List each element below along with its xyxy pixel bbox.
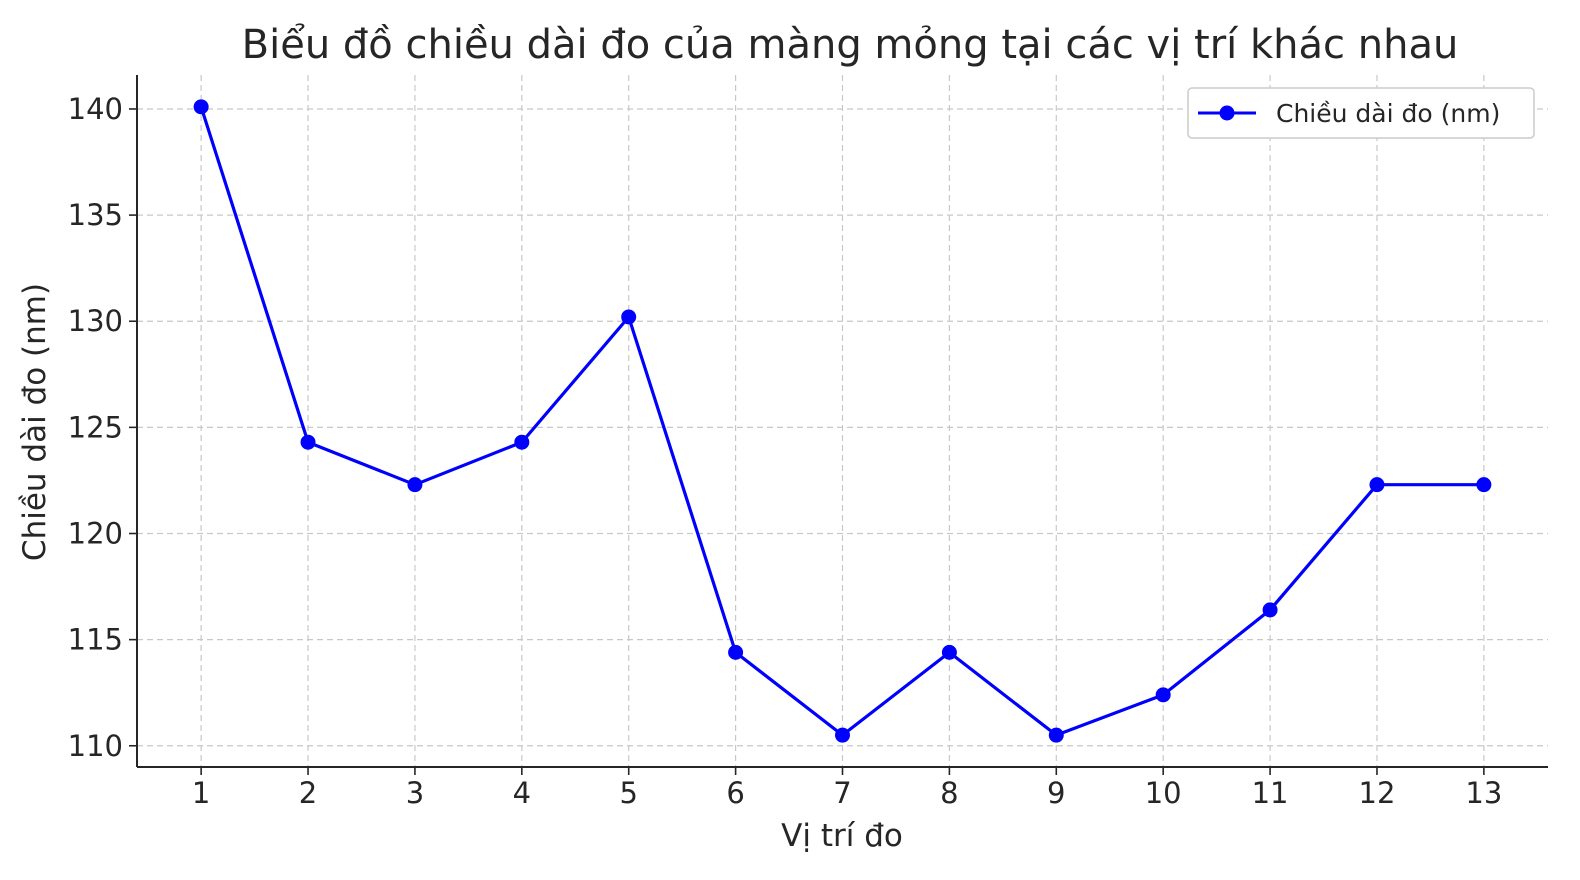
x-tick-label: 2 [299,776,317,810]
x-tick-label: 6 [726,776,744,810]
x-tick-label: 3 [406,776,424,810]
y-tick-label: 135 [68,198,123,232]
x-tick-label: 1 [192,776,210,810]
x-tick-label: 8 [940,776,958,810]
x-tick-label: 10 [1145,776,1182,810]
data-point [300,434,316,450]
data-point [728,644,744,660]
grid [137,75,1548,767]
chart-title: Biểu đồ chiều dài đo của màng mỏng tại c… [242,22,1459,68]
x-tick-label: 4 [513,776,531,810]
x-tick-label: 5 [619,776,637,810]
data-point [621,309,637,325]
legend: Chiều dài đo (nm) [1187,87,1535,139]
x-tick-label: 11 [1252,776,1289,810]
x-tick-label: 12 [1359,776,1396,810]
x-tick-label: 7 [833,776,851,810]
data-point [193,99,209,115]
x-tick-label: 9 [1047,776,1065,810]
data-point [1048,727,1064,743]
data-point [1369,477,1385,493]
data-point [514,434,530,450]
data-point [407,477,423,493]
y-tick-label: 120 [68,517,123,551]
y-tick-label: 115 [68,623,123,657]
y-tick-label: 140 [68,92,123,126]
x-tick-label: 13 [1465,776,1502,810]
data-point [1155,687,1171,703]
legend-entry-label: Chiều dài đo (nm) [1276,99,1500,128]
y-tick-label: 110 [68,729,123,763]
y-tick-label: 130 [68,304,123,338]
y-axis-label: Chiều dài đo (nm) [17,283,53,561]
data-point [941,644,957,660]
legend-box [1187,87,1535,139]
data-point [1476,477,1492,493]
legend-marker-swatch [1219,105,1235,121]
y-tick-label: 125 [68,410,123,444]
x-axis-label: Vị trí đo [781,818,903,854]
data-point [1262,602,1278,618]
data-point [835,727,850,743]
series-layer [193,99,1492,743]
